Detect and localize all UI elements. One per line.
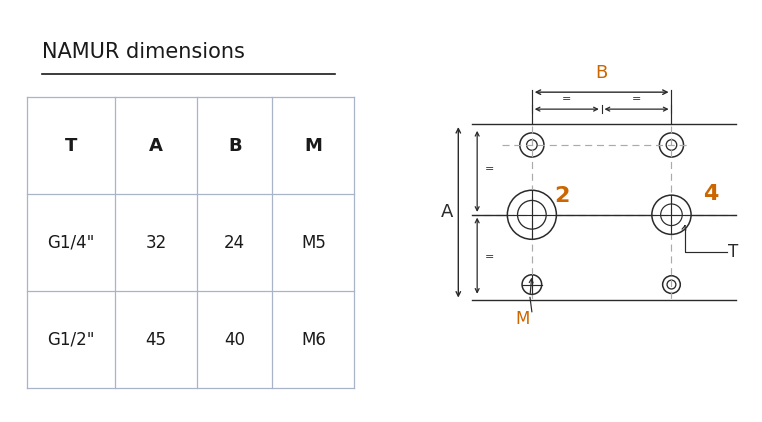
Text: 32: 32 xyxy=(146,234,167,252)
Text: A: A xyxy=(440,203,453,221)
Text: 24: 24 xyxy=(224,234,245,252)
Text: M6: M6 xyxy=(301,331,326,349)
Text: 40: 40 xyxy=(224,331,245,349)
Text: B: B xyxy=(596,64,608,81)
Text: 2: 2 xyxy=(555,186,570,206)
Text: M: M xyxy=(515,309,530,327)
Text: =: = xyxy=(485,253,494,262)
Text: 45: 45 xyxy=(146,331,167,349)
Text: A: A xyxy=(149,137,163,154)
Text: 4: 4 xyxy=(703,184,719,204)
Text: T: T xyxy=(65,137,77,154)
Text: =: = xyxy=(562,94,572,104)
Text: G1/4": G1/4" xyxy=(47,234,94,252)
Text: T: T xyxy=(728,243,738,262)
Text: NAMUR dimensions: NAMUR dimensions xyxy=(42,42,245,62)
Text: M5: M5 xyxy=(301,234,326,252)
Text: B: B xyxy=(228,137,242,154)
Text: =: = xyxy=(485,165,494,175)
Text: G1/2": G1/2" xyxy=(47,331,94,349)
Text: =: = xyxy=(632,94,642,104)
Text: M: M xyxy=(305,137,322,154)
